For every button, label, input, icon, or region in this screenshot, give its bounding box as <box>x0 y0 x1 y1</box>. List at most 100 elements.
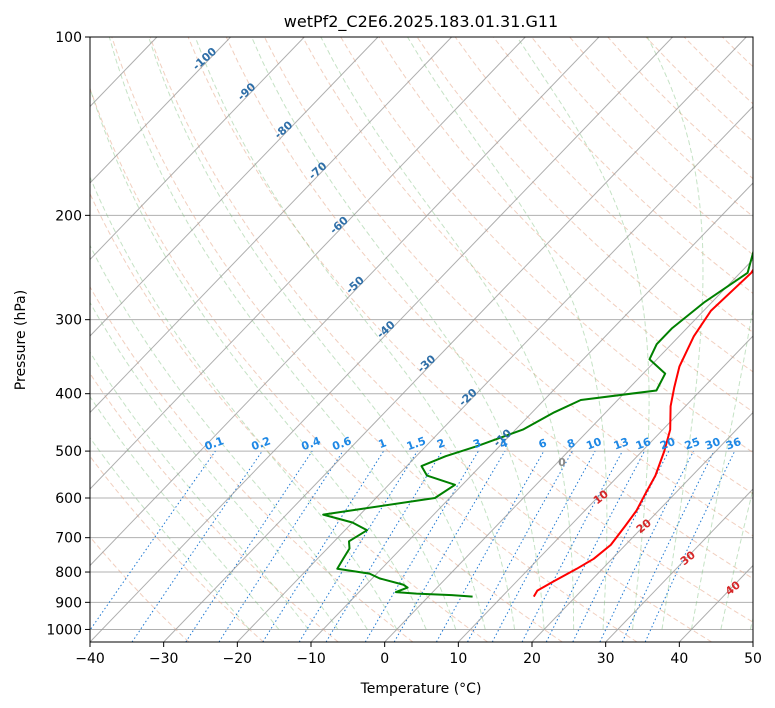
moist-adiabat <box>690 304 753 630</box>
y-tick-label: 500 <box>55 444 82 460</box>
x-tick-label: 10 <box>449 651 467 667</box>
x-axis-label: Temperature (°C) <box>360 681 482 697</box>
mixing-ratio-line <box>572 450 670 642</box>
isotherm <box>90 37 526 490</box>
mixing-ratio-line <box>185 450 313 642</box>
x-tick-label: 0 <box>380 651 389 667</box>
dry-adiabat <box>90 87 563 642</box>
chart-title: wetPf2_C2E6.2025.183.01.31.G11 <box>284 12 558 32</box>
thermodynamic-background <box>90 37 753 642</box>
moist-adiabat <box>90 436 250 630</box>
moist-adiabat <box>148 37 486 630</box>
mixing-ratio-label: 8 <box>565 436 577 451</box>
mixing-ratio-label: 36 <box>724 435 743 453</box>
moist-adiabat <box>720 487 753 630</box>
dewpoint-curve <box>322 250 753 598</box>
profile-curves <box>322 250 753 598</box>
mixing-ratio-line <box>298 450 418 642</box>
mixing-ratio-label: 30 <box>703 435 722 453</box>
y-tick-label: 200 <box>55 208 82 224</box>
dry-adiabat <box>416 37 753 373</box>
mixing-ratio-line <box>325 450 443 642</box>
isotherm <box>90 37 600 567</box>
x-tick-label: 30 <box>597 651 615 667</box>
mixing-ratio-label: 1.5 <box>405 434 428 453</box>
x-tick-label: 20 <box>523 651 541 667</box>
mixing-ratio-label: 16 <box>634 435 653 453</box>
isotherm <box>90 37 452 414</box>
axes: −40 −30 −20 −10 0 10 20 30 40 5010020030040050060… <box>46 30 762 667</box>
x-tick-label: −10 <box>296 651 326 667</box>
mixing-ratio-label: 1 <box>377 436 389 451</box>
mixing-ratio-label: 13 <box>612 435 631 452</box>
x-tick-label: 50 <box>744 651 762 667</box>
moist-adiabat <box>90 351 309 630</box>
y-tick-label: 600 <box>55 491 82 507</box>
isotherm <box>310 182 753 642</box>
dry-adiabat <box>454 37 753 333</box>
mixing-ratio-line <box>218 450 344 642</box>
dry-adiabat <box>111 37 638 642</box>
moist-adiabat <box>90 244 368 630</box>
mixing-ratio-label: 25 <box>683 435 702 452</box>
dry-adiabat <box>90 192 488 642</box>
dry-adiabat <box>90 372 339 642</box>
mixing-ratio-label: 4 <box>498 436 510 451</box>
isotherm <box>531 411 753 642</box>
mixing-ratio-label: 3 <box>471 436 483 451</box>
temperature-curve <box>532 268 753 598</box>
y-tick-label: 100 <box>55 30 82 46</box>
moist-adiabat <box>407 37 608 630</box>
moist-adiabat <box>194 37 516 630</box>
mixing-ratio-line <box>599 450 694 642</box>
x-tick-label: −30 <box>149 651 179 667</box>
y-tick-label: 700 <box>55 531 82 547</box>
isotherm <box>163 37 747 642</box>
mixing-ratio-line <box>131 450 263 642</box>
moist-adiabat <box>90 175 398 630</box>
mixing-ratio-line <box>262 450 385 642</box>
y-tick-label: 900 <box>55 595 82 611</box>
mixing-ratio-line <box>467 450 573 642</box>
wetbulb-label: 0 <box>558 456 566 469</box>
mixing-ratio-label: 2 <box>435 436 447 451</box>
dry-adiabat <box>340 37 753 454</box>
mixing-ratio-label: 10 <box>584 435 603 453</box>
y-axis-label: Pressure (hPa) <box>13 290 29 390</box>
mixing-ratio-line <box>435 450 545 642</box>
y-tick-label: 800 <box>55 565 82 581</box>
isotherm <box>90 37 305 261</box>
isotherm <box>90 37 379 337</box>
mixing-ratio-label: 6 <box>537 436 549 451</box>
isotherm <box>90 37 231 184</box>
mixing-ratio-label: 0.6 <box>330 434 353 453</box>
x-tick-label: 40 <box>670 651 688 667</box>
moist-adiabat <box>90 395 280 630</box>
dry-adiabat <box>149 37 712 642</box>
x-tick-label: −40 <box>75 651 105 667</box>
y-tick-label: 400 <box>55 387 82 403</box>
moist-adiabat <box>516 37 650 630</box>
mixing-ratio-label: 0.1 <box>203 434 226 453</box>
mixing-ratio-label: 20 <box>658 435 677 453</box>
moist-adiabat <box>646 37 704 630</box>
dry-adiabat <box>187 37 753 623</box>
isotherm <box>90 37 673 642</box>
plot-frame <box>89 36 754 643</box>
mixing-ratio-label: 0.2 <box>250 434 273 453</box>
isotherm <box>605 488 753 642</box>
y-tick-label: 300 <box>55 313 82 329</box>
x-tick-label: −20 <box>223 651 253 667</box>
y-tick-label: 1000 <box>46 622 82 638</box>
isotherm <box>236 105 753 642</box>
mixing-ratio-line <box>90 450 216 632</box>
moist-adiabat <box>251 37 545 630</box>
moist-adiabat <box>108 37 457 630</box>
isotherm <box>384 258 753 642</box>
dry-adiabat <box>90 536 190 642</box>
dry-adiabat <box>225 37 753 580</box>
moist-adiabat <box>90 301 339 630</box>
isotherm <box>457 335 753 642</box>
